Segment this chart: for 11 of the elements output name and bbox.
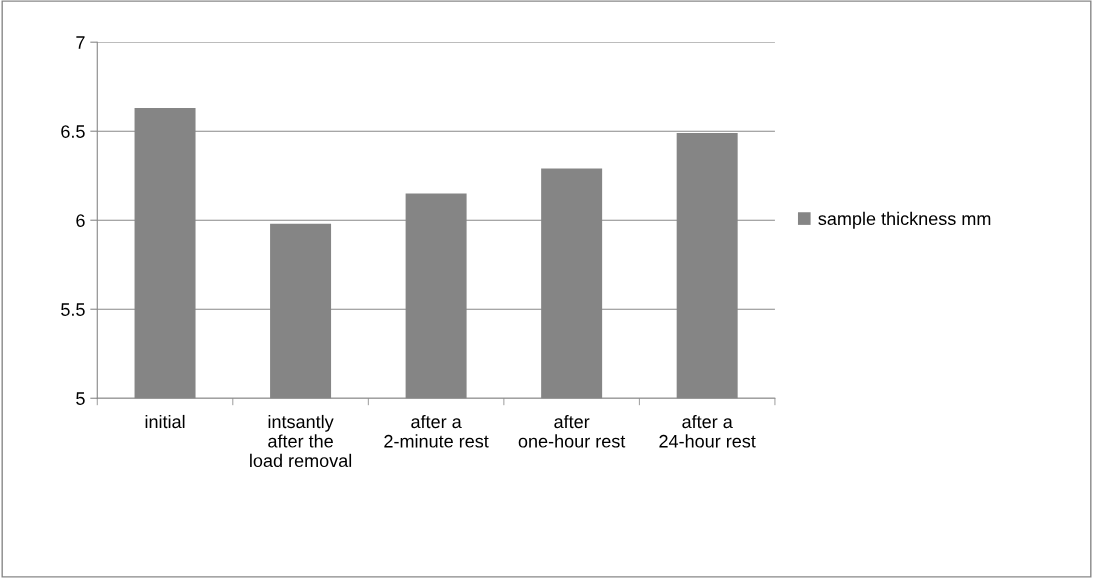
x-tick-label: after one-hour rest: [518, 414, 626, 448]
x-tick-label: after a 24-hour rest: [659, 414, 756, 448]
x-tick-label: initial: [145, 414, 185, 429]
y-tick-label: 5: [76, 392, 85, 405]
y-tick-label: 5.5: [61, 303, 85, 316]
x-tick-label: intsantly after the load removal: [250, 414, 352, 468]
y-tick-label: 6.5: [61, 125, 85, 138]
x-tick-label: after a 2-minute rest: [384, 414, 489, 448]
y-tick-label: 6: [76, 214, 85, 227]
legend-label: sample thickness mm: [818, 211, 991, 229]
y-tick-label: 7: [76, 36, 85, 49]
